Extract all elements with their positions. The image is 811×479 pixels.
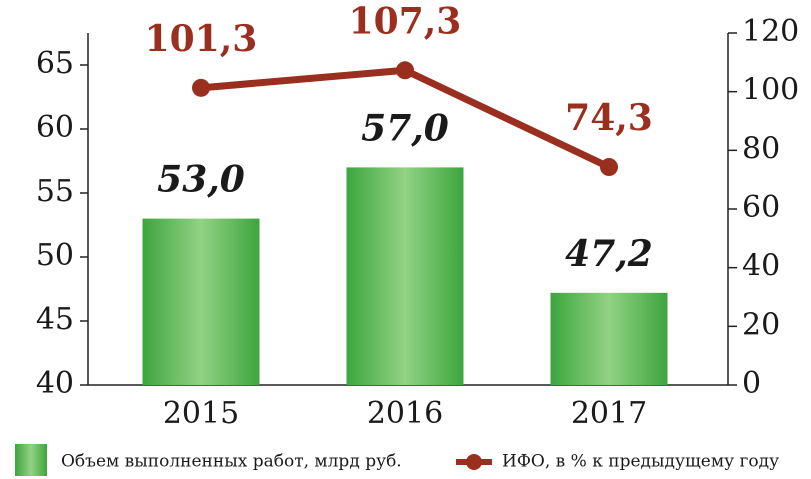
line-value-label: 101,3 [145,18,258,60]
legend-label: ИФО, в % к предыдущему году [502,452,779,472]
y2-tick-label: 0 [742,366,761,401]
legend-swatch [15,444,47,476]
x-tick-label: 2015 [163,396,239,431]
y2-tick-label: 120 [742,14,799,49]
bar [550,292,668,385]
bar-value-label: 57,0 [361,107,449,149]
y2-tick-label: 20 [742,307,780,342]
y-tick-label: 40 [36,366,74,401]
y-tick-label: 50 [36,238,74,273]
bar-value-label: 53,0 [157,159,245,201]
y-tick-label: 60 [36,110,74,145]
legend-marker [466,454,482,470]
bar [142,218,260,385]
line-marker [600,158,618,177]
y-tick-label: 65 [36,46,74,81]
x-tick-label: 2016 [367,396,443,431]
y2-tick-label: 40 [742,249,780,284]
bar-value-label: 47,2 [565,233,653,275]
x-tick-label: 2017 [571,396,647,431]
y2-tick-label: 100 [742,73,799,108]
y-tick-label: 45 [36,302,74,337]
line-value-label: 74,3 [565,97,653,139]
line-marker [192,78,210,97]
line-marker [396,61,414,80]
y-tick-label: 55 [36,174,74,209]
y2-tick-label: 60 [742,190,780,225]
line-value-label: 107,3 [349,0,462,42]
bar [346,167,464,385]
legend-label: Объем выполненных работ, млрд руб. [61,452,402,472]
y2-tick-label: 80 [742,131,780,166]
